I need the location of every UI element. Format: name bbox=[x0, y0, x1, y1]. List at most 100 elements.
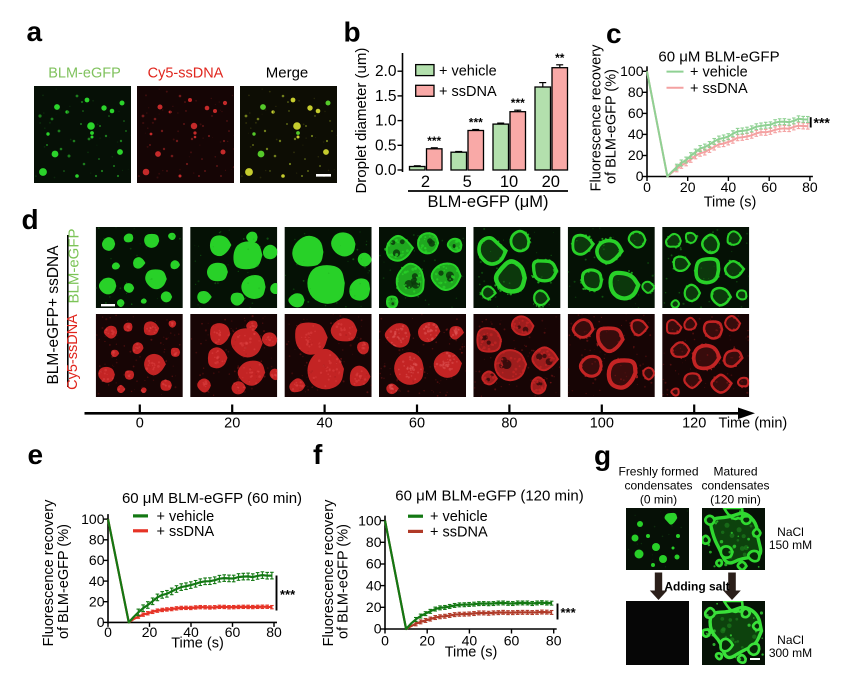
svg-text:0: 0 bbox=[136, 416, 144, 432]
svg-text:c: c bbox=[606, 18, 622, 49]
svg-text:(120 min): (120 min) bbox=[710, 493, 761, 507]
svg-text:0.0: 0.0 bbox=[375, 162, 397, 179]
svg-text:60: 60 bbox=[504, 633, 520, 649]
svg-text:+ vehicle: + vehicle bbox=[690, 65, 748, 81]
svg-text:150 mM: 150 mM bbox=[769, 538, 812, 552]
svg-text:40: 40 bbox=[462, 633, 478, 649]
svg-text:Freshly formed: Freshly formed bbox=[618, 465, 698, 479]
svg-text:0: 0 bbox=[374, 621, 382, 637]
svg-text:Matured: Matured bbox=[713, 465, 757, 479]
svg-text:b: b bbox=[344, 17, 361, 48]
svg-text:(0 min): (0 min) bbox=[640, 493, 677, 507]
svg-text:BLM-eGFP+ ssDNA: BLM-eGFP+ ssDNA bbox=[45, 245, 62, 385]
svg-text:Time (s): Time (s) bbox=[171, 636, 224, 652]
svg-text:120: 120 bbox=[682, 416, 706, 432]
svg-text:80: 80 bbox=[628, 84, 644, 100]
svg-text:***: *** bbox=[280, 587, 296, 602]
svg-text:40: 40 bbox=[366, 577, 382, 593]
svg-text:80: 80 bbox=[366, 534, 382, 550]
svg-text:+ ssDNA: + ssDNA bbox=[157, 524, 215, 540]
svg-text:0: 0 bbox=[104, 624, 112, 640]
svg-text:***: *** bbox=[561, 605, 577, 620]
svg-text:60 μM BLM-eGFP (60 min): 60 μM BLM-eGFP (60 min) bbox=[122, 490, 302, 507]
svg-text:of BLM-eGFP (%): of BLM-eGFP (%) bbox=[336, 524, 352, 639]
svg-text:60: 60 bbox=[225, 624, 241, 640]
svg-text:of BLM-eGFP (%): of BLM-eGFP (%) bbox=[56, 524, 72, 639]
svg-text:40: 40 bbox=[628, 126, 644, 142]
svg-text:e: e bbox=[28, 439, 44, 470]
svg-text:5: 5 bbox=[463, 173, 472, 191]
svg-text:+ vehicle: + vehicle bbox=[157, 509, 215, 525]
svg-text:20: 20 bbox=[542, 173, 560, 191]
svg-text:40: 40 bbox=[183, 624, 199, 640]
svg-text:20: 20 bbox=[680, 179, 696, 195]
svg-text:f: f bbox=[313, 439, 323, 470]
svg-text:0: 0 bbox=[381, 633, 389, 649]
svg-text:+ vehicle: + vehicle bbox=[430, 509, 488, 525]
svg-text:Adding salt: Adding salt bbox=[664, 580, 729, 594]
svg-text:NaCl: NaCl bbox=[777, 633, 804, 647]
svg-text:**: ** bbox=[555, 51, 565, 65]
svg-text:20: 20 bbox=[142, 624, 158, 640]
svg-text:Time (s): Time (s) bbox=[704, 195, 757, 211]
svg-text:BLM-eGFP (μM): BLM-eGFP (μM) bbox=[427, 193, 548, 211]
svg-text:80: 80 bbox=[501, 416, 517, 432]
svg-text:d: d bbox=[22, 204, 39, 235]
svg-text:300 mM: 300 mM bbox=[769, 646, 812, 660]
svg-text:20: 20 bbox=[89, 593, 105, 609]
svg-text:100: 100 bbox=[590, 416, 614, 432]
svg-text:Cy5-ssDNA: Cy5-ssDNA bbox=[148, 66, 224, 82]
svg-text:80: 80 bbox=[802, 179, 818, 195]
svg-text:20: 20 bbox=[366, 599, 382, 615]
svg-text:***: *** bbox=[511, 96, 525, 110]
svg-text:0: 0 bbox=[97, 614, 105, 630]
svg-text:Cy5-ssDNA: Cy5-ssDNA bbox=[65, 314, 81, 390]
svg-text:80: 80 bbox=[89, 532, 105, 548]
svg-text:20: 20 bbox=[628, 147, 644, 163]
svg-text:Time (min): Time (min) bbox=[719, 416, 788, 432]
svg-text:60: 60 bbox=[409, 416, 425, 432]
svg-text:0: 0 bbox=[643, 179, 651, 195]
svg-text:condensates: condensates bbox=[701, 479, 769, 493]
svg-text:60: 60 bbox=[628, 105, 644, 121]
svg-text:Time (s): Time (s) bbox=[445, 645, 498, 661]
svg-text:80: 80 bbox=[546, 633, 562, 649]
svg-text:a: a bbox=[27, 16, 43, 47]
svg-text:+ ssDNA: + ssDNA bbox=[690, 81, 748, 97]
svg-text:60: 60 bbox=[89, 552, 105, 568]
svg-text:0: 0 bbox=[636, 168, 644, 184]
svg-text:0.5: 0.5 bbox=[375, 137, 397, 154]
svg-text:of BLM-eGFP (%): of BLM-eGFP (%) bbox=[604, 69, 620, 184]
svg-text:60 μM BLM-eGFP (120 min): 60 μM BLM-eGFP (120 min) bbox=[395, 488, 583, 505]
svg-text:***: *** bbox=[427, 134, 441, 148]
svg-text:20: 20 bbox=[224, 416, 240, 432]
svg-text:Fluorescence recovery: Fluorescence recovery bbox=[41, 499, 57, 646]
svg-text:1.5: 1.5 bbox=[375, 88, 397, 105]
svg-text:60: 60 bbox=[366, 556, 382, 572]
svg-text:60: 60 bbox=[761, 179, 777, 195]
svg-text:condensates: condensates bbox=[624, 479, 692, 493]
svg-text:Merge: Merge bbox=[266, 65, 309, 82]
svg-text:+ vehicle: + vehicle bbox=[439, 64, 497, 80]
svg-text:2: 2 bbox=[421, 173, 430, 191]
svg-text:1.0: 1.0 bbox=[375, 113, 397, 130]
svg-text:40: 40 bbox=[89, 573, 105, 589]
svg-text:BLM-eGFP: BLM-eGFP bbox=[66, 228, 83, 303]
svg-text:100: 100 bbox=[620, 63, 644, 79]
svg-text:40: 40 bbox=[721, 179, 737, 195]
svg-text:NaCl: NaCl bbox=[777, 525, 804, 539]
svg-text:2.0: 2.0 bbox=[375, 63, 397, 80]
svg-text:***: *** bbox=[469, 116, 483, 130]
svg-text:20: 20 bbox=[419, 633, 435, 649]
svg-text:BLM-eGFP: BLM-eGFP bbox=[48, 66, 121, 82]
svg-text:***: *** bbox=[814, 115, 831, 131]
svg-text:100: 100 bbox=[358, 512, 382, 528]
svg-text:60 μM BLM-eGFP: 60 μM BLM-eGFP bbox=[658, 49, 779, 66]
svg-text:g: g bbox=[594, 440, 611, 471]
svg-text:10: 10 bbox=[500, 173, 518, 191]
svg-text:+ ssDNA: + ssDNA bbox=[439, 84, 497, 100]
svg-text:80: 80 bbox=[266, 624, 282, 640]
svg-text:Droplet diameter (um): Droplet diameter (um) bbox=[353, 48, 370, 194]
svg-text:Fluorescence recovery: Fluorescence recovery bbox=[589, 44, 605, 191]
svg-text:100: 100 bbox=[81, 511, 105, 527]
